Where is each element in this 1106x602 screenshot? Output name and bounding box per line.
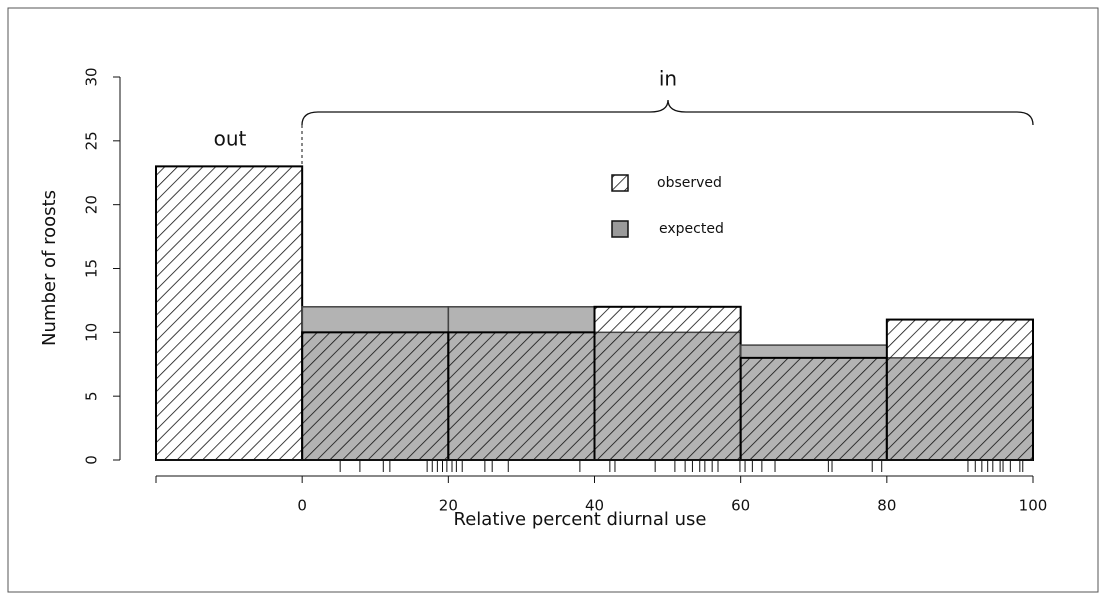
observed-bar	[301, 331, 450, 462]
legend-label: observed	[657, 175, 722, 191]
observed-bar	[155, 165, 304, 461]
x-tick-label: 0	[297, 497, 307, 515]
observed-bar	[885, 318, 1034, 462]
y-tick-label: 15	[83, 259, 101, 278]
legend-swatch	[611, 220, 629, 238]
annotation: in	[659, 67, 677, 91]
y-tick-label: 0	[83, 455, 101, 465]
x-tick-label: 60	[731, 497, 750, 515]
y-tick-label: 25	[83, 131, 101, 150]
observed-bar	[739, 356, 888, 461]
observed-bar	[447, 331, 596, 462]
y-tick-label: 10	[83, 323, 101, 342]
x-tick-label: 40	[585, 497, 604, 515]
y-tick-label: 5	[83, 391, 101, 401]
y-tick-label: 30	[83, 67, 101, 86]
frame	[7, 7, 1099, 593]
x-tick-label: 20	[439, 497, 458, 515]
annotation: out	[214, 127, 247, 151]
x-axis-label: Relative percent diurnal use	[454, 509, 707, 530]
legend-label: expected	[659, 221, 724, 237]
legend-swatch	[611, 174, 629, 192]
plot-area: 0 5 10 15 20 25 30 0 20 40 60 80 100 observed expected	[83, 67, 1048, 514]
x-tick-label: 100	[1019, 497, 1048, 515]
brace	[301, 99, 1034, 126]
x-tick-label: 80	[877, 497, 896, 515]
y-tick-label: 20	[83, 195, 101, 214]
y-axis-label: Number of roosts	[39, 190, 60, 346]
observed-bar	[593, 305, 742, 461]
